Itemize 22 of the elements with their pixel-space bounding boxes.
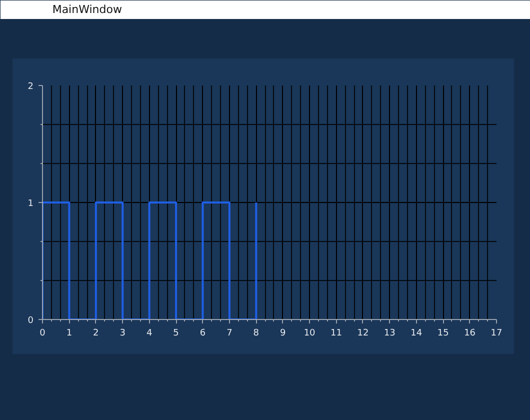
x-tick-label: 14 bbox=[410, 328, 422, 338]
x-tick-label: 10 bbox=[304, 328, 316, 338]
chart-title: MainWindow bbox=[52, 3, 122, 16]
x-tick-label: 13 bbox=[384, 328, 396, 338]
x-tick-label: 11 bbox=[330, 328, 342, 338]
x-tick-label: 2 bbox=[93, 328, 99, 338]
x-tick-label: 6 bbox=[200, 328, 206, 338]
y-tick-label: 0 bbox=[28, 316, 34, 326]
y-tick-label: 1 bbox=[28, 199, 34, 209]
x-tick-label: 1 bbox=[66, 328, 72, 338]
x-tick-label: 17 bbox=[490, 328, 502, 338]
x-tick-label: 0 bbox=[40, 328, 46, 338]
x-tick-label: 8 bbox=[253, 328, 260, 338]
x-tick-label: 12 bbox=[357, 328, 369, 338]
x-tick-label: 15 bbox=[437, 328, 449, 338]
x-tick-label: 7 bbox=[226, 328, 232, 338]
x-tick-label: 4 bbox=[146, 328, 152, 338]
x-tick-label: 3 bbox=[120, 328, 126, 338]
x-tick-label: 5 bbox=[173, 328, 179, 338]
y-tick-label: 2 bbox=[28, 82, 34, 92]
x-tick-label: 16 bbox=[464, 328, 476, 338]
x-tick-label: 9 bbox=[280, 328, 286, 338]
